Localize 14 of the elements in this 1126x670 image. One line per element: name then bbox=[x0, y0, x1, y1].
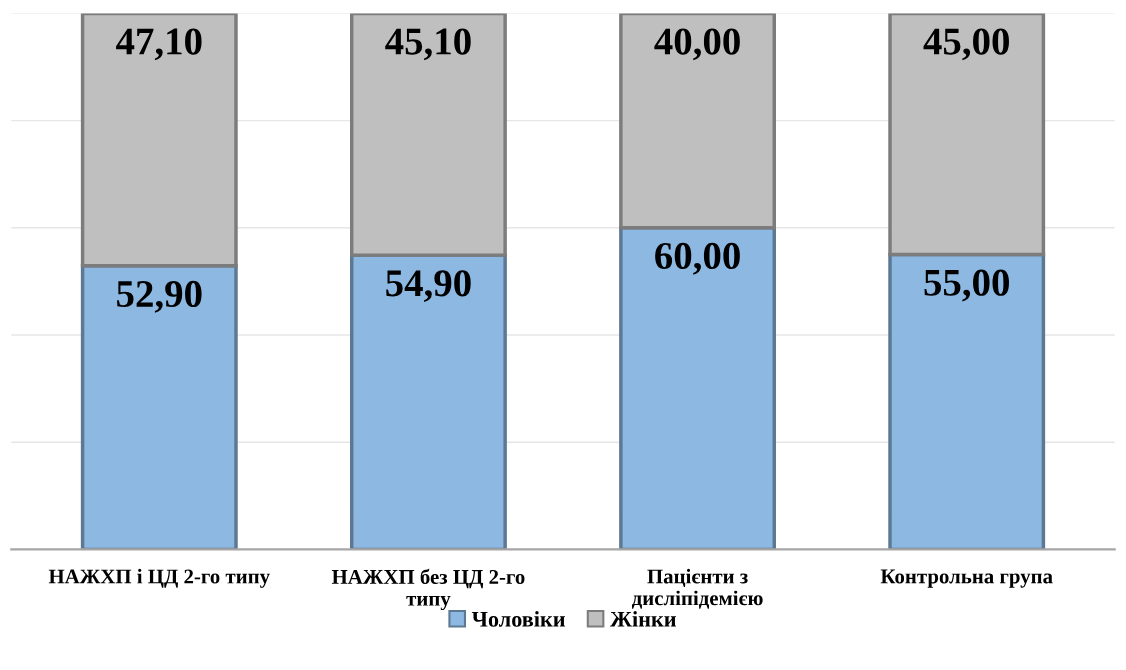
data-label: 60,00 bbox=[655, 242, 740, 275]
x-tick-label: Контрольна група bbox=[880, 569, 1053, 588]
data-label: 54,90 bbox=[386, 270, 471, 303]
data-label: 47,10 bbox=[116, 28, 202, 61]
data-label: 55,00 bbox=[924, 269, 1009, 302]
x-tick-label: НАЖХП і ЦД 2-го типу bbox=[48, 568, 270, 588]
data-label: 52,90 bbox=[117, 280, 202, 313]
data-label: 45,10 bbox=[385, 28, 471, 61]
legend-label: Чоловіки bbox=[471, 611, 565, 627]
data-label: 45,00 bbox=[923, 28, 1009, 61]
x-tick-label: НАЖХП без ЦД 2-го типу bbox=[331, 568, 525, 611]
x-tick-label: Пацієнти з дисліпідемією bbox=[631, 568, 763, 609]
data-label: 40,00 bbox=[654, 28, 740, 61]
legend-label: Жінки bbox=[610, 611, 676, 627]
